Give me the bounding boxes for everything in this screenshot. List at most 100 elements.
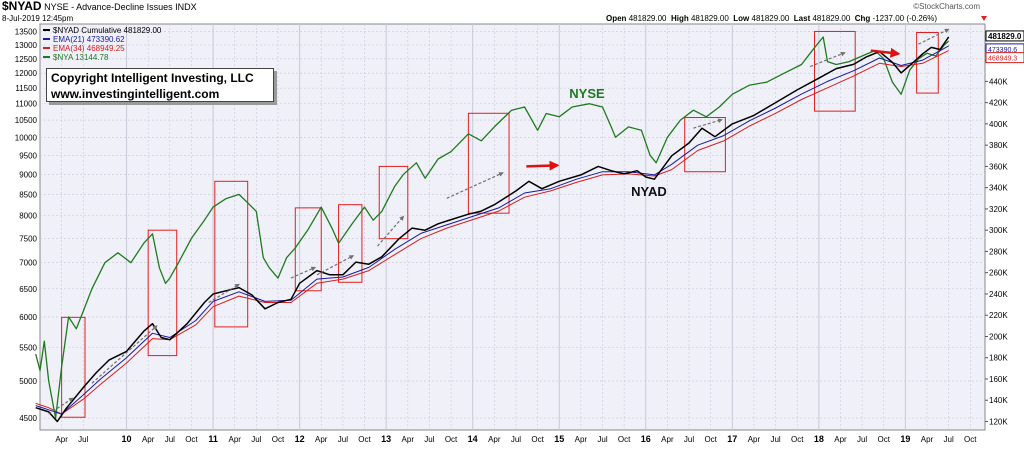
trend-arrow <box>290 266 317 279</box>
right-tick-label: 340K <box>989 184 1008 193</box>
right-tick-label: 320K <box>989 205 1008 214</box>
left-tick-label: 9000 <box>19 170 37 179</box>
x-tick-label: Oct <box>964 435 977 444</box>
right-tick-label: 160K <box>989 375 1008 384</box>
left-tick-label: 11500 <box>15 84 37 93</box>
x-tick-label: Apr <box>315 435 328 444</box>
highlight-box <box>294 207 322 292</box>
x-tick-label: Oct <box>791 435 804 444</box>
low-value: 481829.00 <box>751 14 790 23</box>
value-badge-label: 473390.6 <box>988 47 1017 54</box>
website-line: www.investingintelligent.com <box>51 87 220 101</box>
left-tick-label: 5000 <box>19 377 37 386</box>
x-tick-label: 18 <box>814 434 824 444</box>
left-tick-label: 7000 <box>19 259 37 268</box>
trend-arrow <box>809 51 846 68</box>
x-tick-label: Oct <box>445 435 458 444</box>
highlight-box <box>814 30 856 112</box>
trend-arrow <box>208 283 240 303</box>
highlight-box <box>214 180 249 328</box>
x-tick-label: Jul <box>165 435 175 444</box>
open-value: 481829.00 <box>628 14 667 23</box>
right-tick-label: 260K <box>989 269 1008 278</box>
series-line-1 <box>35 45 949 415</box>
left-tick-label: 9500 <box>19 151 37 160</box>
low-label: Low <box>733 14 750 23</box>
left-tick-label: 10000 <box>15 133 38 142</box>
down-triangle-icon <box>981 16 987 21</box>
series-line-0 <box>35 36 950 423</box>
right-tick-label: 420K <box>989 99 1008 108</box>
x-tick-label: Jul <box>857 435 867 444</box>
trend-arrow <box>446 172 504 199</box>
x-tick-label: 19 <box>900 434 910 444</box>
trend-arrow <box>316 255 355 276</box>
legend-entry: EMA(21) 473390.62 <box>53 35 125 44</box>
x-tick-label: Apr <box>402 435 415 444</box>
nyse-annotation: NYSE <box>569 86 605 101</box>
trend-arrow <box>377 215 405 247</box>
x-tick-label: Apr <box>921 435 934 444</box>
value-badge-label: 481829.0 <box>988 32 1022 41</box>
x-tick-label: Jul <box>338 435 348 444</box>
right-tick-label: 360K <box>989 162 1008 171</box>
x-tick-label: Apr <box>661 435 674 444</box>
x-tick-label: Oct <box>358 435 371 444</box>
left-tick-label: 12500 <box>15 55 38 64</box>
brand-label: ©StockCharts.com <box>913 2 980 11</box>
x-tick-label: 16 <box>641 434 651 444</box>
open-label: Open <box>606 14 627 23</box>
x-tick-label: Jul <box>78 435 88 444</box>
right-tick-label: 120K <box>989 417 1008 426</box>
left-tick-label: 11000 <box>15 100 37 109</box>
legend-entry: $NYAD Cumulative 481829.00 <box>53 26 162 35</box>
x-tick-label: Jul <box>597 435 607 444</box>
left-tick-label: 13500 <box>15 28 38 37</box>
x-tick-label: Apr <box>834 435 847 444</box>
legend-entry: $NYA 13144.78 <box>53 53 109 62</box>
left-tick-label: 5500 <box>19 344 37 353</box>
highlight-box <box>378 165 409 240</box>
left-tick-label: 12000 <box>15 69 38 78</box>
x-tick-label: Jul <box>944 435 954 444</box>
x-tick-label: Oct <box>531 435 544 444</box>
highlight-box <box>467 112 510 214</box>
x-tick-label: Apr <box>748 435 761 444</box>
x-tick-label: Apr <box>228 435 241 444</box>
x-tick-label: 15 <box>554 434 564 444</box>
value-badge-label: 468949.3 <box>988 56 1017 63</box>
right-tick-label: 140K <box>989 396 1008 405</box>
value-badge <box>985 52 1024 64</box>
x-tick-label: Jul <box>684 435 694 444</box>
trend-arrow <box>91 325 158 384</box>
right-tick-label: 400K <box>989 120 1008 129</box>
right-tick-label: 240K <box>989 290 1008 299</box>
symbol-label: $NYAD <box>2 0 42 13</box>
exchange-label: INDX <box>175 2 197 12</box>
red-arrow <box>870 47 901 58</box>
red-arrow <box>526 160 560 171</box>
left-tick-label: 6000 <box>19 313 37 322</box>
right-tick-label: 180K <box>989 354 1008 363</box>
x-tick-label: 10 <box>122 434 132 444</box>
right-tick-label: 380K <box>989 141 1008 150</box>
left-tick-label: 13000 <box>15 41 38 50</box>
right-tick-label: 220K <box>989 311 1008 320</box>
legend-entry: EMA(34) 468949.25 <box>53 44 125 53</box>
copyright-line: Copyright Intelligent Investing, LLC <box>51 71 254 85</box>
x-tick-label: Apr <box>488 435 501 444</box>
left-tick-label: 10500 <box>15 116 38 125</box>
x-tick-label: Jul <box>511 435 521 444</box>
right-tick-label: 440K <box>989 77 1008 86</box>
left-tick-label: 7500 <box>19 234 37 243</box>
x-tick-label: Jul <box>424 435 434 444</box>
chg-value: -1237.00 (-0.26%) <box>872 14 938 23</box>
x-tick-label: 11 <box>208 434 218 444</box>
left-tick-label: 6500 <box>19 285 37 294</box>
high-label: High <box>670 14 689 23</box>
highlight-box <box>684 117 726 173</box>
last-label: Last <box>793 14 811 23</box>
description-label: NYSE - Advance-Decline Issues <box>44 2 173 12</box>
highlight-box <box>147 229 178 357</box>
right-tick-label: 200K <box>989 332 1008 341</box>
